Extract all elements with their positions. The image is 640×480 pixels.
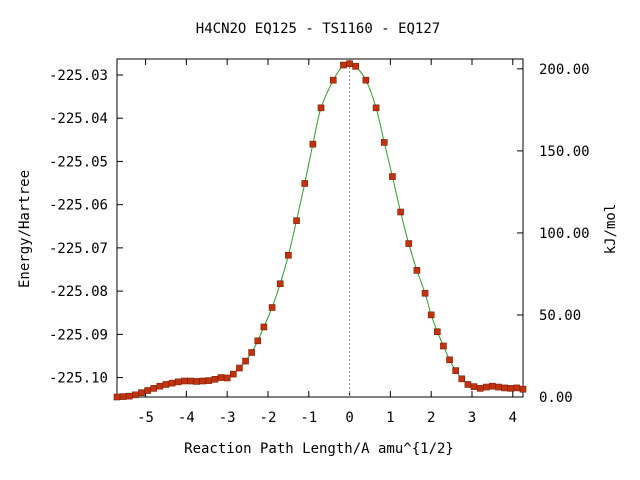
data-point xyxy=(223,374,231,382)
x-tick-label: 2 xyxy=(427,410,435,426)
data-point xyxy=(476,385,484,392)
data-point xyxy=(362,76,370,84)
data-point xyxy=(132,391,139,399)
x-tick-label: -5 xyxy=(137,410,154,426)
data-point xyxy=(519,385,527,393)
data-point xyxy=(413,267,421,274)
data-point xyxy=(138,389,145,396)
data-point xyxy=(446,356,453,364)
data-point xyxy=(236,364,243,372)
y-tick-label: -225.03 xyxy=(49,68,108,84)
data-point xyxy=(181,377,188,385)
data-point xyxy=(113,393,121,401)
y-tick-label: -225.05 xyxy=(49,154,108,170)
data-point xyxy=(125,392,133,400)
y-tick-label: -225.08 xyxy=(49,284,108,300)
y-tick-label: -225.10 xyxy=(49,371,108,387)
data-point xyxy=(211,375,219,383)
x-tick-label: 4 xyxy=(509,410,517,426)
data-point xyxy=(168,379,176,387)
y-tick-label: -225.04 xyxy=(49,111,108,127)
data-point xyxy=(254,337,262,345)
data-point xyxy=(380,139,388,146)
data-point xyxy=(217,374,225,381)
x-tick-label: 3 xyxy=(468,410,476,426)
y2-tick-label: 100.00 xyxy=(539,226,590,242)
data-point xyxy=(346,60,353,68)
data-point xyxy=(507,385,515,392)
data-point xyxy=(144,387,151,394)
x-tick-label: 0 xyxy=(345,410,353,426)
data-point xyxy=(248,349,255,356)
data-point xyxy=(276,280,284,288)
data-point xyxy=(229,370,237,378)
data-point xyxy=(372,104,380,112)
data-point xyxy=(268,304,276,311)
x-tick-label: -3 xyxy=(219,410,236,426)
energy-curve xyxy=(116,62,524,398)
data-point xyxy=(193,378,200,385)
x-tick-label: -4 xyxy=(178,410,195,426)
data-point xyxy=(309,140,317,148)
data-point xyxy=(470,383,478,390)
data-point xyxy=(187,377,194,385)
y-tick-label: -225.06 xyxy=(49,198,108,214)
data-point xyxy=(389,173,396,180)
x-tick-label: -1 xyxy=(300,410,317,426)
data-point xyxy=(482,383,490,391)
y2-tick-label: 150.00 xyxy=(539,144,590,160)
data-point xyxy=(162,381,170,388)
data-point xyxy=(495,383,502,391)
y2-tick-label: 200.00 xyxy=(539,62,590,78)
y-tick-label: -225.07 xyxy=(49,241,108,257)
data-point xyxy=(329,76,337,84)
data-point xyxy=(440,342,447,350)
data-point xyxy=(199,377,206,385)
data-point xyxy=(174,378,182,386)
data-point xyxy=(421,289,429,297)
data-point xyxy=(352,63,360,70)
x-tick-label: 1 xyxy=(386,410,394,426)
y-tick-labels: -225.03 -225.04 -225.05 -225.06 -225.07 -225.… xyxy=(49,68,108,387)
y2-tick-label: 0.00 xyxy=(539,390,573,406)
data-point xyxy=(242,357,249,365)
energy-points xyxy=(113,60,527,401)
data-point xyxy=(489,382,496,390)
data-point xyxy=(405,240,413,247)
data-point xyxy=(340,61,347,69)
data-point xyxy=(150,385,158,392)
data-point xyxy=(427,311,435,319)
x-axis-label: Reaction Path Length/A amu^{1/2} xyxy=(184,441,454,457)
y-tick-label: -225.09 xyxy=(49,327,108,343)
data-point xyxy=(317,104,325,112)
data-point xyxy=(397,208,404,216)
data-point xyxy=(452,367,459,374)
data-point xyxy=(119,393,127,400)
plot-frame xyxy=(116,58,524,398)
data-point xyxy=(513,384,521,392)
data-point xyxy=(285,251,292,259)
y2-tick-labels: 0.00 50.00 100.00 150.00 200.00 xyxy=(539,62,590,406)
y-axis-label: Energy/Hartree xyxy=(17,170,33,288)
data-point xyxy=(458,375,466,383)
chart-title: H4CN2O EQ125 - TS1160 - EQ127 xyxy=(196,21,440,37)
data-point xyxy=(501,384,508,392)
data-point xyxy=(156,382,164,390)
data-point xyxy=(434,328,441,336)
data-point xyxy=(293,217,300,224)
data-point xyxy=(301,180,309,187)
x-tick-label: -2 xyxy=(260,410,277,426)
y2-tick-label: 50.00 xyxy=(539,308,581,324)
x-tick-labels: -5 -4 -3 -2 -1 0 1 2 3 4 xyxy=(137,410,517,426)
data-point xyxy=(464,381,472,388)
data-point xyxy=(260,323,268,331)
y2-axis-label: kJ/mol xyxy=(603,204,619,255)
data-point xyxy=(205,377,213,384)
